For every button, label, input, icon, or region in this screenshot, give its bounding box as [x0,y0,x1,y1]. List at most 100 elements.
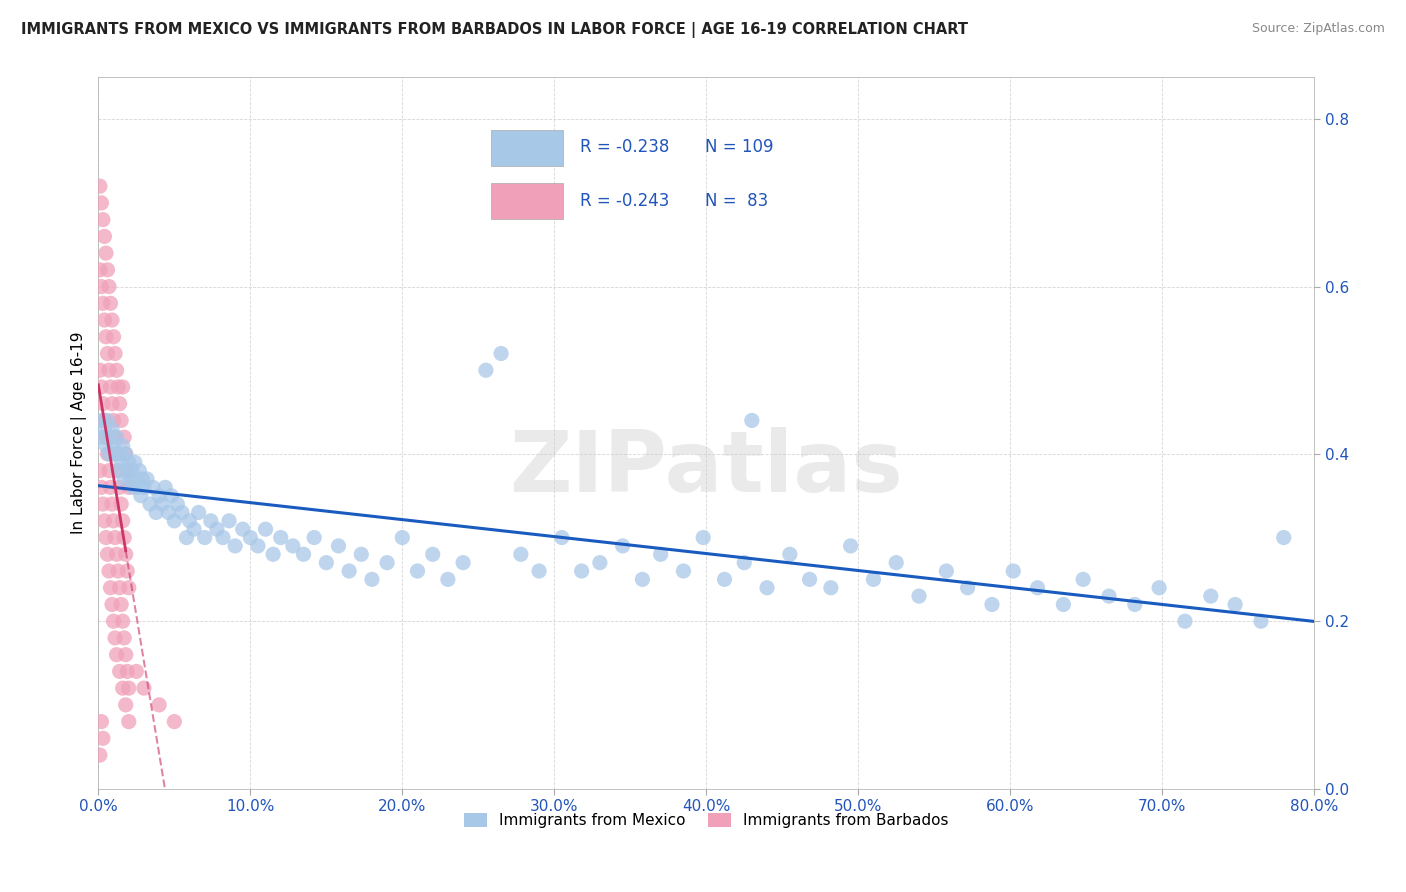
Point [114,648,136,662]
Point [103,614,125,628]
Point [1199,589,1222,603]
Point [1250,614,1272,628]
Point [292,547,315,561]
Point [107,564,129,578]
Point [118,480,141,494]
Point [104,531,127,545]
Point [246,539,269,553]
Point [148,698,170,712]
Point [93,413,115,427]
Point [115,665,138,679]
Point [672,564,695,578]
Point [101,397,124,411]
Point [820,581,842,595]
Point [93,313,115,327]
Point [110,413,132,427]
Point [166,497,188,511]
Point [112,430,135,444]
Point [741,413,763,427]
Point [90,380,112,394]
Point [89,464,111,478]
Point [101,313,124,327]
Point [328,539,350,553]
Point [104,430,127,444]
Point [101,422,124,436]
Point [118,714,141,729]
Point [115,564,138,578]
Point [589,556,612,570]
Point [98,279,121,293]
Point [981,598,1004,612]
Point [132,480,155,494]
Point [262,547,284,561]
Point [96,413,118,427]
Point [103,438,125,452]
Point [111,380,134,394]
Point [1223,598,1246,612]
Point [631,573,654,587]
Point [1272,531,1295,545]
Point [96,346,118,360]
Point [90,413,112,427]
Point [779,547,801,561]
Point [108,397,131,411]
Y-axis label: In Labor Force | Age 16-19: In Labor Force | Age 16-19 [72,332,87,534]
Point [100,380,122,394]
Point [91,731,114,746]
Point [527,564,550,578]
Point [121,464,143,478]
Point [118,581,141,595]
Point [120,472,142,486]
Point [105,648,128,662]
Point [1052,598,1074,612]
Point [103,330,125,344]
Point [129,489,152,503]
Point [406,564,429,578]
Point [205,522,228,536]
Point [212,531,235,545]
Point [108,447,131,461]
Point [93,229,115,244]
Point [1026,581,1049,595]
Point [270,531,292,545]
Point [118,681,141,695]
Point [90,195,112,210]
Point [337,564,360,578]
Point [361,573,384,587]
Point [475,363,498,377]
Point [90,279,112,293]
Point [98,464,121,478]
Point [302,531,325,545]
Point [94,531,117,545]
Point [91,497,114,511]
Point [114,447,136,461]
Point [91,212,114,227]
Point [103,413,125,427]
Point [118,455,141,469]
Point [90,480,112,494]
Point [200,514,222,528]
Point [756,581,779,595]
Point [100,480,122,494]
Point [107,464,129,478]
Point [114,547,136,561]
Text: ZIPatlas: ZIPatlas [509,427,903,510]
Point [839,539,862,553]
Point [884,556,907,570]
Point [163,714,186,729]
Point [110,497,132,511]
Point [489,346,512,360]
Point [232,522,254,536]
Point [437,573,460,587]
Point [239,531,262,545]
Point [187,506,209,520]
Point [281,539,304,553]
Point [315,556,337,570]
Legend: Immigrants from Mexico, Immigrants from Barbados: Immigrants from Mexico, Immigrants from … [457,807,955,834]
Point [862,573,884,587]
Text: IMMIGRANTS FROM MEXICO VS IMMIGRANTS FROM BARBADOS IN LABOR FORCE | AGE 16-19 CO: IMMIGRANTS FROM MEXICO VS IMMIGRANTS FRO… [21,22,969,38]
Point [170,506,193,520]
Point [350,547,373,561]
Point [122,480,145,494]
Point [111,514,134,528]
